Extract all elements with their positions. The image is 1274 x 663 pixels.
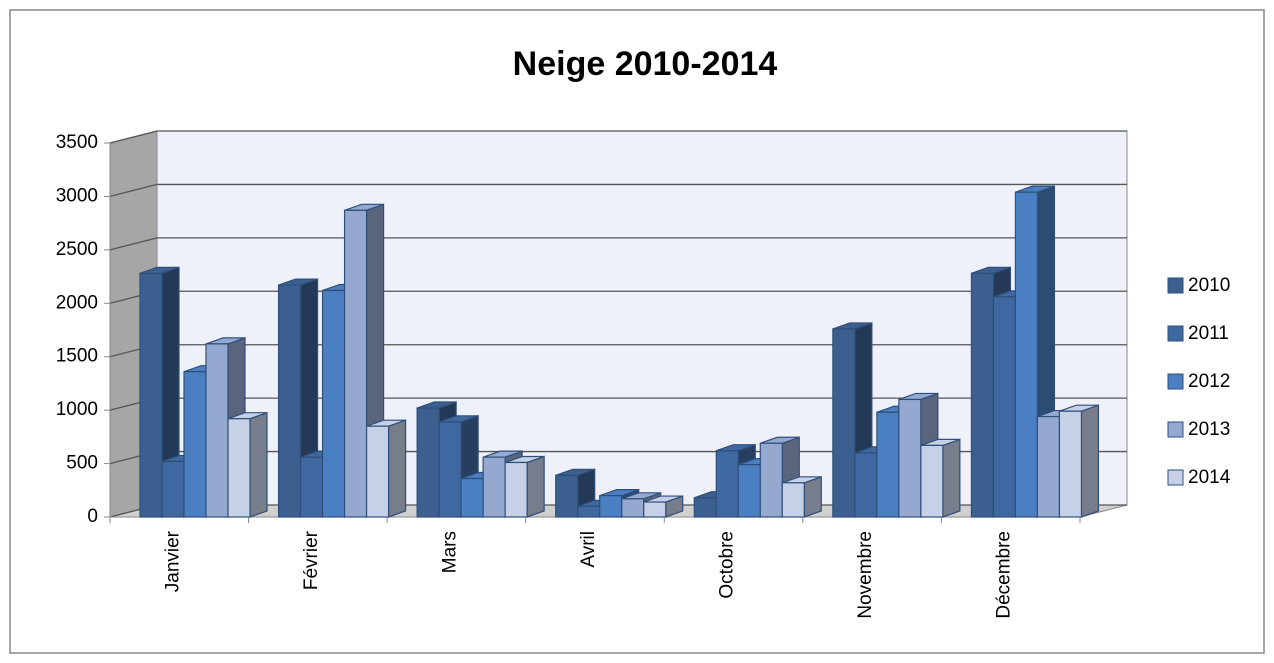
x-tick-label: Décembre — [994, 531, 1015, 619]
bar-front — [161, 460, 185, 518]
bar — [920, 438, 961, 518]
legend-label: 2013 — [1188, 419, 1230, 440]
bar — [1058, 404, 1100, 518]
bar — [365, 419, 407, 518]
y-tick-label: 1500 — [56, 346, 98, 367]
bar-front — [139, 272, 163, 518]
legend-swatch — [1167, 373, 1184, 390]
bar-side — [803, 475, 822, 518]
bar-front — [1036, 415, 1061, 518]
bar-side — [526, 455, 545, 518]
chart-title: Neige 2010-2014 — [513, 45, 778, 83]
x-tick-label: Mars — [439, 531, 460, 573]
bar-front — [759, 442, 783, 518]
y-tick-label: 3500 — [56, 132, 98, 153]
bar-front — [693, 497, 717, 518]
bar-front — [832, 328, 856, 518]
bar-front — [365, 425, 390, 518]
bar-front — [854, 452, 878, 518]
bar-side — [1080, 404, 1100, 518]
bar-front — [599, 495, 623, 518]
bar-front — [321, 289, 346, 518]
bar-front — [277, 284, 302, 518]
legend-swatch — [1167, 325, 1184, 342]
bar-front — [737, 464, 761, 518]
bar-side — [942, 438, 961, 518]
bar-front — [205, 343, 229, 518]
y-tick-label: 500 — [66, 453, 98, 474]
x-tick-label: Avril — [578, 531, 599, 568]
bar-front — [183, 371, 207, 518]
bar-front — [715, 450, 739, 518]
legend-label: 2014 — [1188, 467, 1231, 488]
bar-front — [438, 421, 462, 518]
legend-label: 2012 — [1188, 371, 1230, 392]
legend-swatch — [1167, 469, 1184, 486]
bar — [643, 495, 684, 518]
bar-side — [387, 419, 407, 518]
x-tick-label: Octobre — [717, 531, 738, 599]
x-tick-label: Février — [301, 530, 322, 590]
bar-side — [249, 411, 268, 518]
bar-front — [970, 272, 995, 518]
bar-front — [460, 477, 484, 518]
bar-front — [1014, 191, 1039, 518]
bar-front — [621, 498, 645, 518]
bar — [781, 475, 822, 518]
bar-front — [416, 407, 440, 518]
legend-label: 2011 — [1188, 323, 1229, 344]
bar-front — [876, 411, 900, 518]
legend-swatch — [1167, 277, 1184, 294]
bar — [504, 455, 545, 518]
x-tick-label: Janvier — [162, 530, 183, 592]
bar — [227, 411, 268, 518]
bar-front — [555, 474, 579, 518]
y-tick-label: 2500 — [56, 239, 98, 260]
bar-front — [898, 398, 922, 518]
bar-front — [992, 296, 1017, 518]
bar-front — [920, 444, 944, 518]
legend-label: 2010 — [1188, 275, 1230, 296]
y-tick-label: 2000 — [56, 292, 98, 313]
bar — [139, 266, 180, 518]
x-tick-label: Novembre — [855, 531, 876, 619]
y-tick-label: 1000 — [56, 399, 98, 420]
bar-front — [504, 461, 528, 518]
bar-front — [299, 456, 324, 518]
y-tick-label: 0 — [87, 506, 98, 527]
grid-line — [109, 237, 158, 251]
grid-line — [109, 183, 158, 198]
bar-front — [343, 209, 368, 518]
bar-front — [577, 505, 601, 518]
bar-front — [227, 418, 251, 518]
legend-swatch — [1167, 421, 1184, 438]
grid-line — [109, 130, 158, 144]
y-tick-label: 3000 — [56, 185, 98, 206]
bar-front — [781, 482, 805, 518]
bar-front — [1058, 410, 1083, 518]
bar-front — [643, 501, 667, 518]
bar-front — [482, 456, 506, 518]
